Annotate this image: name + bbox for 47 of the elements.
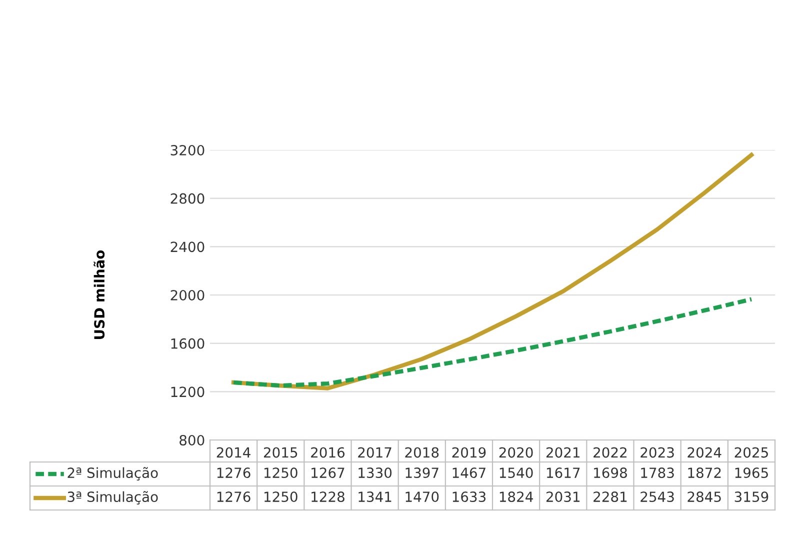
x-tick-label: 2014 <box>216 447 250 458</box>
data-label: 1330 <box>358 468 392 478</box>
legend-label: 3ª Simulação <box>68 491 158 505</box>
y-tick-label: 2800 <box>170 193 204 204</box>
y-tick-label: 1200 <box>171 386 204 398</box>
data-label: 1250 <box>264 468 298 478</box>
data-label: 1872 <box>688 468 721 478</box>
data-label: 1228 <box>312 492 344 502</box>
y-tick-label: 1600 <box>171 338 204 349</box>
data-label: 1267 <box>312 468 344 478</box>
x-tick-label: 2019 <box>452 447 486 458</box>
data-label: 2031 <box>546 492 580 502</box>
data-label: 1397 <box>406 468 438 478</box>
data-label: 1783 <box>641 468 674 478</box>
data-label: 1470 <box>406 492 439 502</box>
x-tick-label: 2020 <box>499 447 533 458</box>
x-tick-label: 2024 <box>688 447 722 458</box>
data-label: 1276 <box>217 492 250 502</box>
data-label: 1341 <box>358 492 392 502</box>
data-label: 1617 <box>546 468 580 478</box>
legend-label: 2ª Simulação <box>68 467 158 481</box>
x-tick-label: 2016 <box>311 447 345 458</box>
x-tick-label: 2023 <box>640 447 674 458</box>
data-label: 1824 <box>500 492 533 502</box>
data-label: 1276 <box>217 468 250 478</box>
data-label: 1633 <box>452 492 486 502</box>
y-tick-label: 2000 <box>170 290 204 300</box>
data-label: 1965 <box>735 468 768 478</box>
data-label: 2281 <box>594 492 627 502</box>
x-tick-label: 2022 <box>594 447 626 458</box>
x-tick-label: 2017 <box>358 447 392 458</box>
data-label: 1540 <box>500 468 533 478</box>
y-tick-label: 800 <box>180 434 204 446</box>
data-label: 3159 <box>734 492 768 502</box>
y-tick-label: 2400 <box>170 242 204 252</box>
x-tick-label: 2021 <box>546 447 580 458</box>
x-tick-label: 2018 <box>405 447 439 458</box>
y-tick-label: 3200 <box>170 144 204 156</box>
x-tick-label: 2025 <box>734 447 768 458</box>
data-label: 1698 <box>594 468 627 478</box>
x-tick-label: 2015 <box>264 447 298 458</box>
y-axis-title: USD milhão <box>94 250 105 339</box>
data-label: 2543 <box>640 492 674 502</box>
line-series <box>231 297 754 388</box>
data-label: 1250 <box>264 492 298 502</box>
data-label: 1467 <box>452 468 486 478</box>
data-label: 2845 <box>688 492 721 502</box>
